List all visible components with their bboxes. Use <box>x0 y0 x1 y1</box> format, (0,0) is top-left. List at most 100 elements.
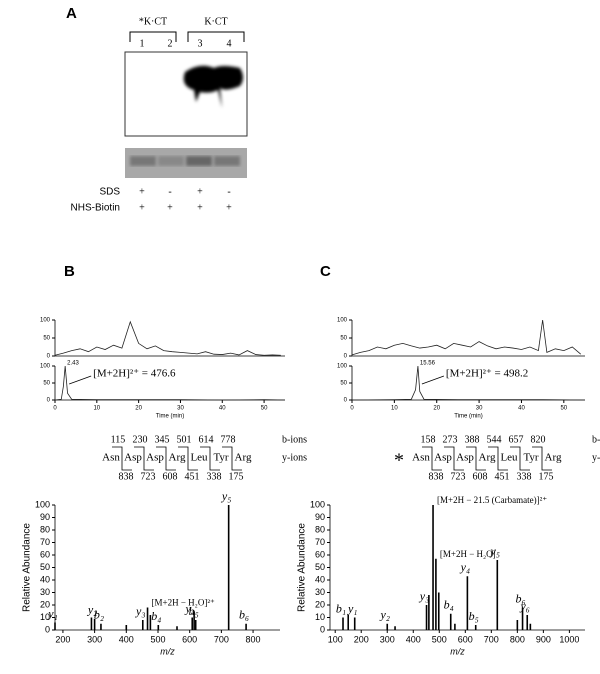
y-tick-label: 90 <box>315 512 325 522</box>
x-tick-label: 200 <box>55 634 70 644</box>
peak-label: 15.56 <box>420 361 436 367</box>
x-axis-label: m/z <box>160 646 175 656</box>
y-tick-label: 30 <box>40 587 50 597</box>
y-axis-label: Relative Abundance <box>22 523 33 612</box>
y-tick-label: 0 <box>47 354 51 360</box>
y-tick-label: 80 <box>315 524 325 534</box>
y-tick-label: 40 <box>40 574 50 584</box>
x-tick-label: 400 <box>119 634 134 644</box>
b-ion: 345 <box>155 434 170 445</box>
x-tick-label: 400 <box>406 634 421 644</box>
y-tick-label: 10 <box>40 612 50 622</box>
y-tick-label: 0 <box>45 624 50 634</box>
condition-label: NHS-Biotin <box>71 203 120 214</box>
residue: Arg <box>545 452 562 464</box>
b-ion: 501 <box>177 434 192 445</box>
condition-mark: - <box>168 186 171 197</box>
residue: Asp <box>146 452 164 464</box>
y-tick-label: 50 <box>40 562 50 572</box>
b-ion: 657 <box>509 434 524 445</box>
x-tick-label: 800 <box>246 634 261 644</box>
b-ion: 614 <box>199 434 214 445</box>
x-axis-label: Time (min) <box>454 414 482 420</box>
x-tick-label: 600 <box>458 634 473 644</box>
loading-band <box>158 156 184 166</box>
y-tick-label: 70 <box>40 537 50 547</box>
b-ion: 273 <box>443 434 458 445</box>
x-tick-label: 500 <box>432 634 447 644</box>
trace <box>351 319 582 356</box>
axis <box>54 320 285 357</box>
panel-label: B <box>64 263 75 280</box>
b-ion: 388 <box>465 434 480 445</box>
condition-mark: + <box>197 202 203 213</box>
y-tick-label: 60 <box>315 549 325 559</box>
y-ion: 451 <box>495 471 510 482</box>
y-ion: 175 <box>539 471 554 482</box>
loading-band <box>186 156 212 166</box>
x-tick-label: 100 <box>328 634 343 644</box>
y-ion: 608 <box>473 471 488 482</box>
fragment-bracket <box>466 446 486 471</box>
x-tick-label: 30 <box>476 406 483 412</box>
y-axis-label: Relative Abundance <box>297 523 308 612</box>
trace <box>54 365 286 401</box>
condition-mark: + <box>197 186 203 197</box>
y-tick-label: 20 <box>315 599 325 609</box>
residue: Asp <box>434 452 452 464</box>
fragment-bracket <box>112 446 132 471</box>
annotation-arrow <box>69 375 92 385</box>
b-ion: 820 <box>531 434 546 445</box>
y-tick-label: 40 <box>315 574 325 584</box>
x-tick-label: 600 <box>182 634 197 644</box>
x-tick-label: 300 <box>380 634 395 644</box>
y-ion: 338 <box>207 471 222 482</box>
y-tick-label: 0 <box>344 398 348 404</box>
ion-series-label: b-ions <box>282 434 307 445</box>
peak-annotation: y₆ <box>519 599 530 613</box>
x-tick-label: 0 <box>350 406 354 412</box>
x-tick-label: 50 <box>261 406 268 412</box>
y-ion: 451 <box>185 471 200 482</box>
peak-annotation: b₆ <box>239 608 249 622</box>
blot-image <box>124 51 248 137</box>
fragment-bracket <box>178 446 198 471</box>
loading-band <box>214 156 240 166</box>
residue: Tyr <box>213 452 228 464</box>
fragment-bracket <box>134 446 154 471</box>
y-tick-label: 60 <box>40 549 50 559</box>
fragment-bracket <box>532 446 552 471</box>
condition-mark: + <box>226 202 232 213</box>
peak-annotation: y₁ <box>347 601 358 615</box>
lane-number: 3 <box>198 38 203 49</box>
peak-annotation: b₄ <box>444 598 454 612</box>
residue: Leu <box>190 452 208 464</box>
x-tick-label: 700 <box>484 634 499 644</box>
residue: Arg <box>169 452 186 464</box>
group-label: *K·CT <box>139 16 167 27</box>
peak-annotation: [M+2H − H₂O]²⁺ <box>152 598 215 608</box>
peak-annotation: b₆ <box>515 591 525 605</box>
peak-annotation: [M+2H − H₂O] <box>440 549 496 559</box>
b-ion: 230 <box>133 434 148 445</box>
panel-label: C <box>320 263 331 280</box>
y-tick-label: 100 <box>337 318 348 324</box>
y-tick-label: 100 <box>35 499 50 509</box>
fragment-bracket <box>422 446 442 471</box>
y-tick-label: 0 <box>320 624 325 634</box>
x-tick-label: 800 <box>510 634 525 644</box>
residue: Asp <box>124 452 142 464</box>
group-label: K·CT <box>204 16 227 27</box>
peak-annotation: y₂ <box>87 603 98 617</box>
y-tick-label: 50 <box>315 562 325 572</box>
loading-band <box>130 156 156 166</box>
y-tick-label: 100 <box>40 364 51 370</box>
b-ion: 115 <box>111 434 126 445</box>
peak-annotation: y₄ <box>184 601 195 615</box>
y-tick-label: 0 <box>47 398 51 404</box>
fragment-bracket <box>222 446 242 471</box>
x-tick-label: 10 <box>93 406 100 412</box>
y-tick-label: 50 <box>43 336 50 342</box>
